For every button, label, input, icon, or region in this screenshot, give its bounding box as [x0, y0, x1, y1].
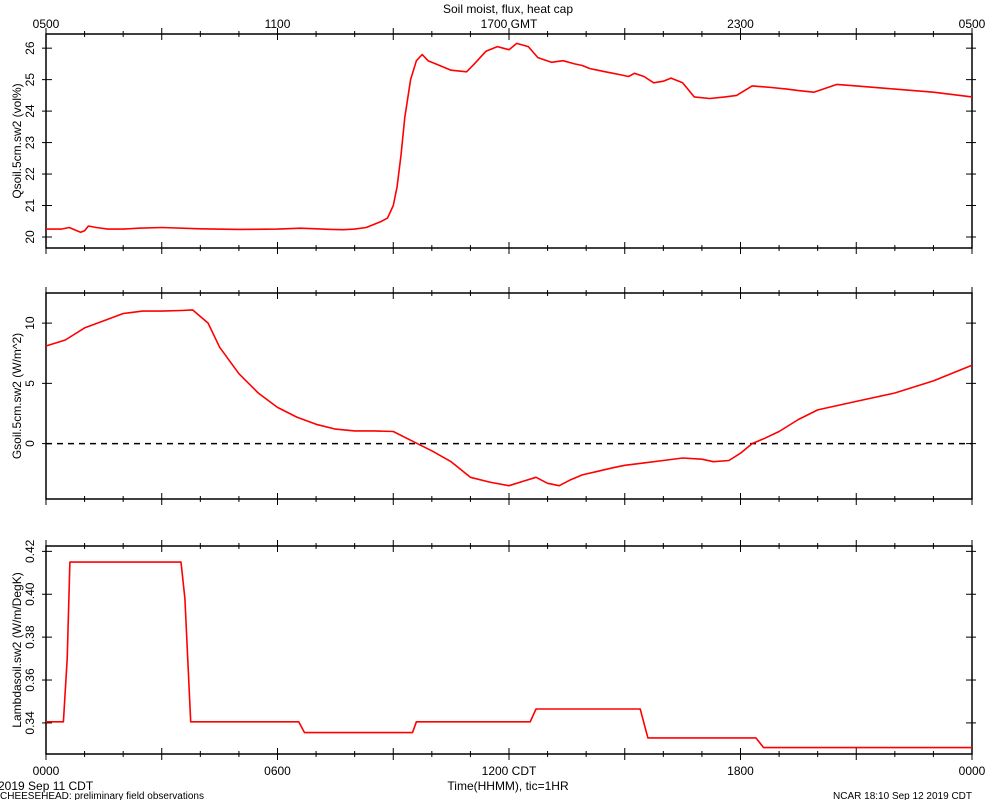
- y-tick-label: 25: [23, 73, 37, 87]
- date-label: 2019 Sep 11 CDT: [0, 779, 94, 793]
- top-axis-tick-label: 2300: [727, 17, 754, 31]
- series-line: [46, 42, 973, 234]
- y-tick-label: 5: [23, 380, 37, 387]
- panel-frame: [45, 33, 973, 249]
- panel-2: 0 5 10 Gsoil.5cm.sw2 (W/m^2): [10, 287, 976, 505]
- bottom-axis-tick-label: 0000: [959, 764, 986, 778]
- top-axis-tick-label: 1700 GMT: [481, 17, 538, 31]
- chart-title: Soil moist, flux, heat cap: [443, 2, 573, 16]
- y-tick-label: 0.40: [23, 582, 37, 606]
- bottom-axis-tick-label: 0600: [264, 764, 291, 778]
- y-tick-label: 0.34: [23, 711, 37, 735]
- top-axis-tick-label: 1100: [265, 17, 291, 31]
- footer-left: CHEESEHEAD: preliminary field observatio…: [0, 791, 204, 800]
- y-axis-title: Gsoil.5cm.sw2 (W/m^2): [10, 333, 24, 459]
- bottom-axis-tick-label: 0000: [33, 764, 60, 778]
- y-tick-label: 10: [23, 316, 37, 330]
- y-tick-label: 0: [23, 440, 37, 447]
- y-tick-label: 23: [23, 136, 37, 150]
- y-axis-title: Lambdasoil.sw2 (W/m/DegK): [10, 572, 24, 727]
- y-tick-label: 24: [23, 104, 37, 118]
- y-tick-label: 22: [23, 167, 37, 181]
- y-tick-label: 0.36: [23, 668, 37, 692]
- chart-panels: 20 21 22 23 24 25 26 Qsoil.5cm.sw2 (vol%) 0 5 10 Gs…: [10, 28, 976, 760]
- y-tick-label: 26: [23, 41, 37, 55]
- panel-frame: [45, 545, 973, 755]
- y-tick-label: 21: [23, 199, 37, 213]
- series-line: [45, 309, 973, 487]
- top-axis-tick-label: 0500: [959, 17, 986, 31]
- top-axis-tick-label: 0500: [33, 17, 60, 31]
- panel-1: 20 21 22 23 24 25 26 Qsoil.5cm.sw2 (vol%): [10, 28, 976, 254]
- top-axis-tick-labels: 0500 1100 1700 GMT 2300 0500: [33, 17, 986, 31]
- panel-frame: [45, 292, 973, 500]
- y-tick-label: 20: [23, 230, 37, 244]
- bottom-axis-tick-label: 1200 CDT: [482, 764, 537, 778]
- panel-3: 0.34 0.36 0.38 0.40 0.42 Lambdasoil.sw2 (W/m/…: [10, 539, 976, 760]
- bottom-axis-tick-label: 1800: [727, 764, 754, 778]
- y-axis-title: Qsoil.5cm.sw2 (vol%): [10, 83, 24, 198]
- x-axis-title: Time(HHMM), tic=1HR: [447, 779, 569, 793]
- y-tick-label: 0.38: [23, 625, 37, 649]
- y-tick-label: 0.42: [23, 539, 37, 563]
- series-line: [46, 561, 972, 749]
- footer-right: NCAR 18:10 Sep 12 2019 CDT: [833, 791, 972, 800]
- bottom-axis-tick-labels: 0000 0600 1200 CDT 1800 0000: [33, 764, 986, 778]
